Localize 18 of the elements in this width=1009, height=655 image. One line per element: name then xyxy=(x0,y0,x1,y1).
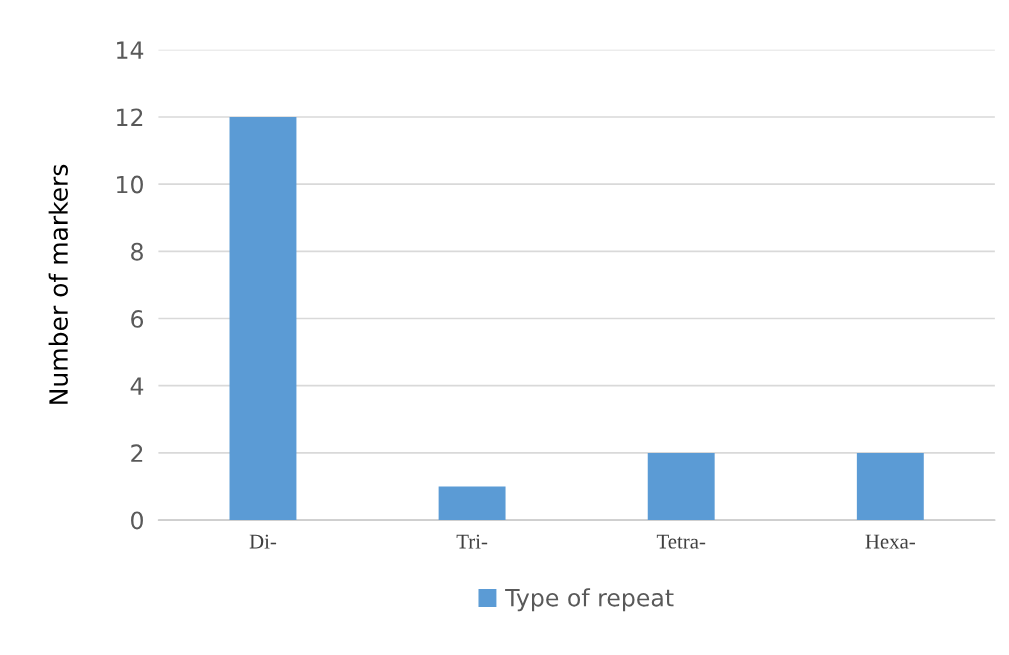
y-tick-label: 6 xyxy=(131,309,144,328)
bar xyxy=(229,116,297,521)
y-axis-title: Number of markers xyxy=(48,164,68,404)
y-tick-label: 4 xyxy=(130,377,144,395)
y-tick-label: 10 xyxy=(117,175,143,194)
bar xyxy=(438,486,506,521)
y-tick-label: 0 xyxy=(131,511,143,530)
y-tick-label: 12 xyxy=(117,108,143,126)
x-tick-label: Hexa- xyxy=(865,534,916,549)
x-tick-label: Tri- xyxy=(456,534,488,549)
x-tick-label: Tetra- xyxy=(656,534,706,549)
legend-label: Type of repeat xyxy=(505,588,674,612)
y-tick-label: 8 xyxy=(131,242,143,261)
x-tick-label: Di- xyxy=(249,534,277,549)
bar xyxy=(856,452,924,521)
y-tick-label: 14 xyxy=(117,41,144,59)
bar xyxy=(647,452,715,521)
y-tick-label: 2 xyxy=(131,444,143,462)
